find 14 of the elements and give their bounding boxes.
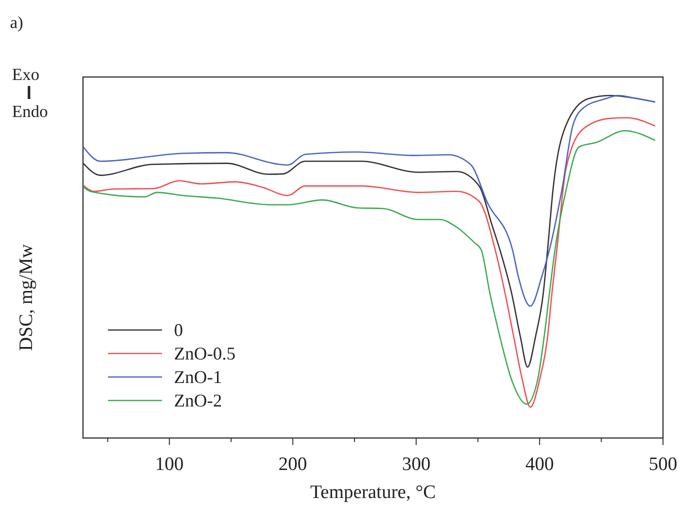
x-tick-label: 200 bbox=[278, 454, 308, 475]
x-tick-label: 500 bbox=[648, 454, 678, 475]
x-tick-label: 300 bbox=[402, 454, 430, 475]
legend-label: ZnO-1 bbox=[174, 367, 222, 387]
legend-label: ZnO-0.5 bbox=[174, 344, 236, 364]
text: Exo bbox=[12, 65, 40, 84]
x-axis-title: Temperature, °C bbox=[310, 482, 436, 503]
text: a) bbox=[10, 13, 24, 32]
x-tick-label: 400 bbox=[525, 454, 554, 475]
legend-label: 0 bbox=[174, 320, 183, 340]
y-axis-title: DSC, mg/Mw bbox=[16, 244, 37, 351]
x-tick-label: 100 bbox=[155, 454, 184, 475]
legend-label: ZnO-2 bbox=[174, 390, 222, 410]
text: Endo bbox=[12, 102, 48, 121]
